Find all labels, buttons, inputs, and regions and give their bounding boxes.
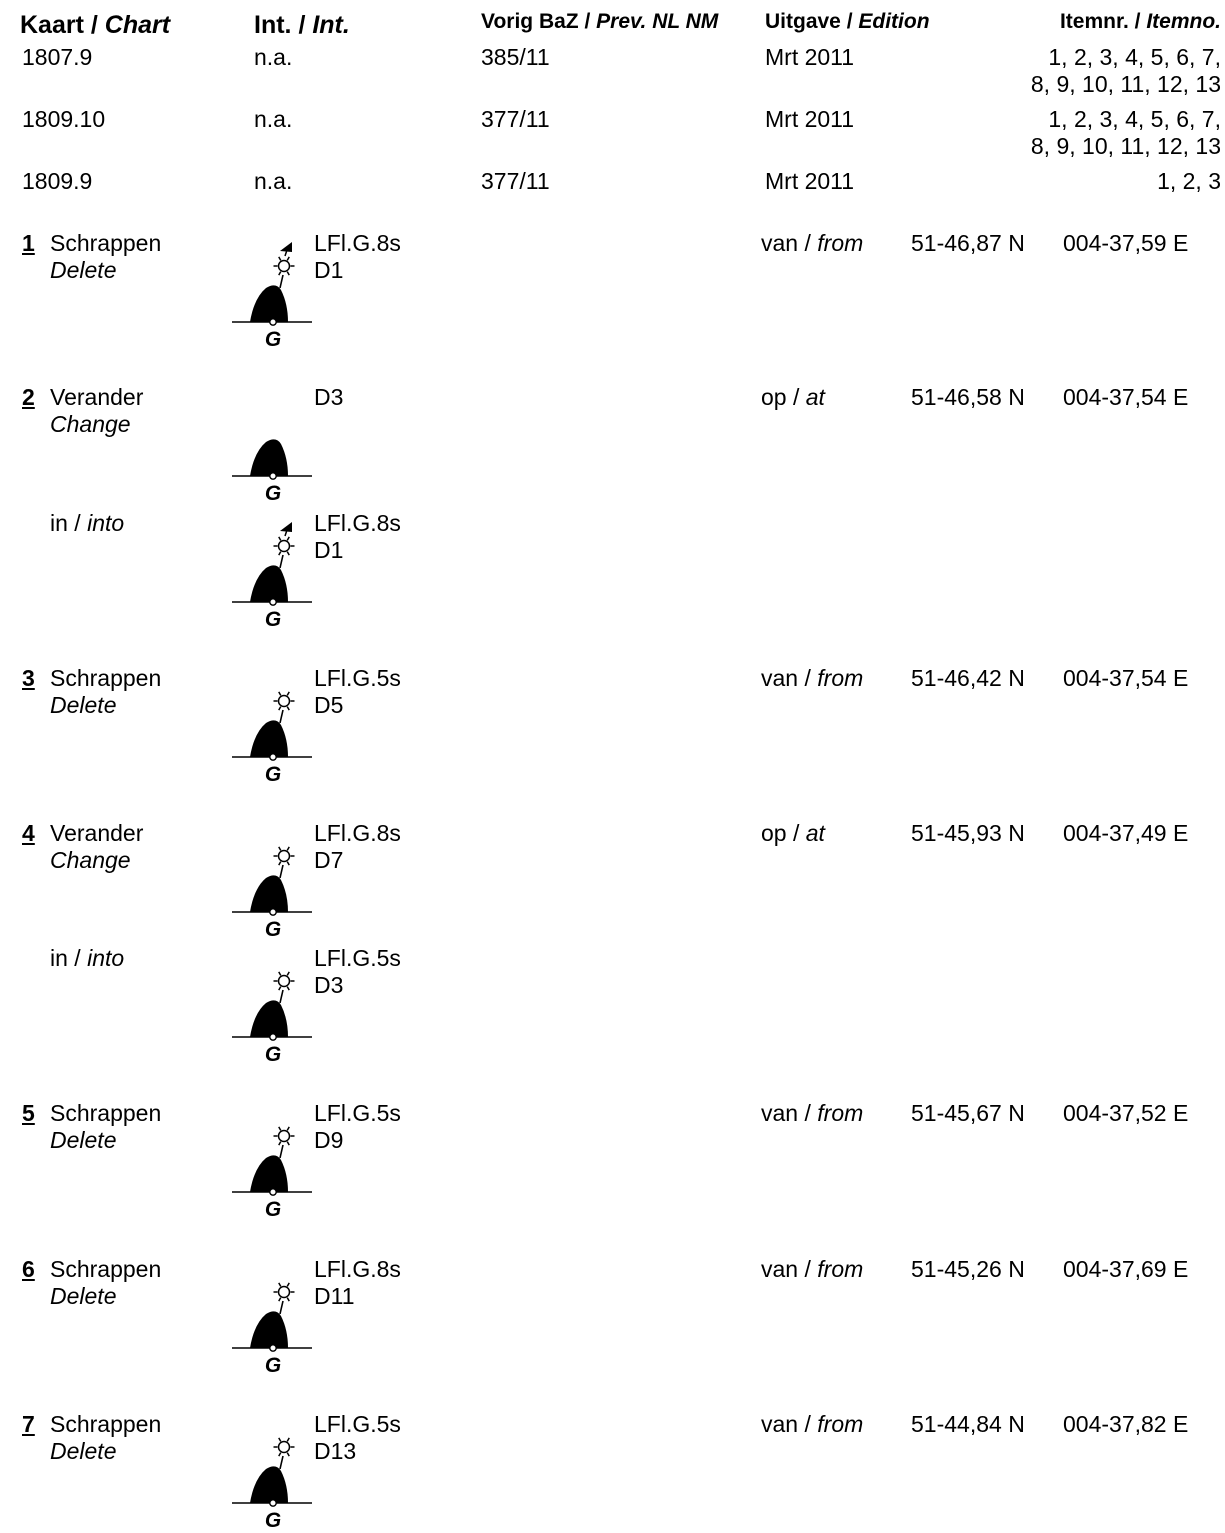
longitude: 004-37,49 E [1063, 820, 1189, 846]
buoy-light-topmark-icon: G [230, 520, 314, 632]
latitude: 51-46,87 N [911, 230, 1025, 256]
light-characteristic: LFl.G.8s D11 [314, 1256, 401, 1309]
position-label: van / from [761, 1256, 864, 1282]
buoy-letter: G [265, 1198, 281, 1221]
buoy-light-icon-graphic: G [232, 1437, 312, 1532]
longitude: 004-37,69 E [1063, 1256, 1189, 1282]
entry-number: 4 [22, 820, 35, 846]
buoy-light-icon-graphic: G [232, 846, 312, 941]
buoy-light-icon-graphic: G [232, 1126, 312, 1221]
position-label: op / at [761, 384, 825, 410]
buoy-light-icon: G [230, 1110, 314, 1222]
chart-items: 1, 2, 3 [1157, 168, 1221, 194]
light-characteristic: LFl.G.8s D7 [314, 820, 401, 873]
buoy-icon: G [230, 394, 314, 506]
position-label: op / at [761, 820, 825, 846]
latitude: 51-45,26 N [911, 1256, 1025, 1282]
header-itemno: Itemnr. / Itemno. [1059, 10, 1221, 33]
chart-edition: Mrt 2011 [765, 44, 855, 70]
entry-number: 7 [22, 1411, 35, 1437]
buoy-icon-graphic: G [232, 439, 312, 505]
buoy-letter: G [265, 1043, 281, 1066]
light-characteristic: D3 [314, 384, 344, 410]
position-label: van / from [761, 665, 864, 691]
entry-action: Schrappen Delete [50, 665, 162, 718]
entry-action: Verander Change [50, 820, 144, 873]
buoy-light-icon: G [230, 675, 314, 787]
longitude: 004-37,54 E [1063, 665, 1189, 691]
entry-action: Verander Change [50, 384, 144, 437]
light-characteristic: LFl.G.5s D5 [314, 665, 401, 718]
chart-int: n.a. [254, 168, 293, 194]
buoy-light-topmark-icon: G [230, 240, 314, 352]
buoy-letter: G [265, 328, 281, 351]
chart-number: 1807.9 [22, 44, 93, 70]
chart-number: 1809.9 [22, 168, 93, 194]
latitude: 51-45,67 N [911, 1100, 1025, 1126]
chart-prev: 385/11 [481, 44, 550, 70]
entry-number: 2 [22, 384, 35, 410]
entry-number: 6 [22, 1256, 35, 1282]
chart-edition: Mrt 2011 [765, 106, 855, 132]
latitude: 51-46,58 N [911, 384, 1025, 410]
buoy-light-icon: G [230, 1266, 314, 1378]
light-characteristic: LFl.G.5s D9 [314, 1100, 401, 1153]
light-characteristic: LFl.G.8s D1 [314, 510, 401, 563]
buoy-light-topmark-icon-graphic: G [232, 522, 312, 631]
light-characteristic: LFl.G.5s D13 [314, 1411, 401, 1464]
buoy-letter: G [265, 482, 281, 505]
latitude: 51-46,42 N [911, 665, 1025, 691]
longitude: 004-37,54 E [1063, 384, 1189, 410]
buoy-letter: G [265, 608, 281, 631]
buoy-light-icon-graphic: G [232, 971, 312, 1066]
light-characteristic: LFl.G.8s D1 [314, 230, 401, 283]
chart-items: 1, 2, 3, 4, 5, 6, 7, 8, 9, 10, 11, 12, 13 [1030, 106, 1221, 159]
longitude: 004-37,59 E [1063, 230, 1189, 256]
position-label: van / from [761, 1100, 864, 1126]
buoy-light-topmark-icon-graphic: G [232, 242, 312, 351]
buoy-letter: G [265, 1509, 281, 1532]
chart-prev: 377/11 [481, 106, 550, 132]
entry-action: Schrappen Delete [50, 1256, 162, 1309]
longitude: 004-37,82 E [1063, 1411, 1189, 1437]
buoy-letter: G [265, 1354, 281, 1377]
entry-number: 5 [22, 1100, 35, 1126]
position-label: van / from [761, 230, 864, 256]
buoy-light-icon: G [230, 830, 314, 942]
into-label: in / into [50, 945, 125, 971]
entry-action: Schrappen Delete [50, 1411, 162, 1464]
header-int: Int. / Int. [254, 11, 350, 39]
entry-action: Schrappen Delete [50, 230, 162, 283]
header-edition: Uitgave / Edition [765, 10, 930, 33]
buoy-light-icon-graphic: G [232, 1282, 312, 1377]
longitude: 004-37,52 E [1063, 1100, 1189, 1126]
chart-number: 1809.10 [22, 106, 106, 132]
buoy-letter: G [265, 763, 281, 786]
buoy-letter: G [265, 918, 281, 941]
latitude: 51-45,93 N [911, 820, 1025, 846]
header-prev: Vorig BaZ / Prev. NL NM [481, 10, 719, 33]
entry-number: 1 [22, 230, 35, 256]
entry-number: 3 [22, 665, 35, 691]
header-chart: Kaart / Chart [20, 11, 171, 39]
chart-edition: Mrt 2011 [765, 168, 855, 194]
into-label: in / into [50, 510, 125, 536]
buoy-light-icon: G [230, 1421, 314, 1533]
buoy-light-icon: G [230, 955, 314, 1067]
entry-action: Schrappen Delete [50, 1100, 162, 1153]
chart-prev: 377/11 [481, 168, 550, 194]
chart-items: 1, 2, 3, 4, 5, 6, 7, 8, 9, 10, 11, 12, 13 [1030, 44, 1221, 97]
buoy-light-icon-graphic: G [232, 691, 312, 786]
chart-int: n.a. [254, 106, 293, 132]
chart-int: n.a. [254, 44, 293, 70]
latitude: 51-44,84 N [911, 1411, 1025, 1437]
light-characteristic: LFl.G.5s D3 [314, 945, 401, 998]
position-label: van / from [761, 1411, 864, 1437]
